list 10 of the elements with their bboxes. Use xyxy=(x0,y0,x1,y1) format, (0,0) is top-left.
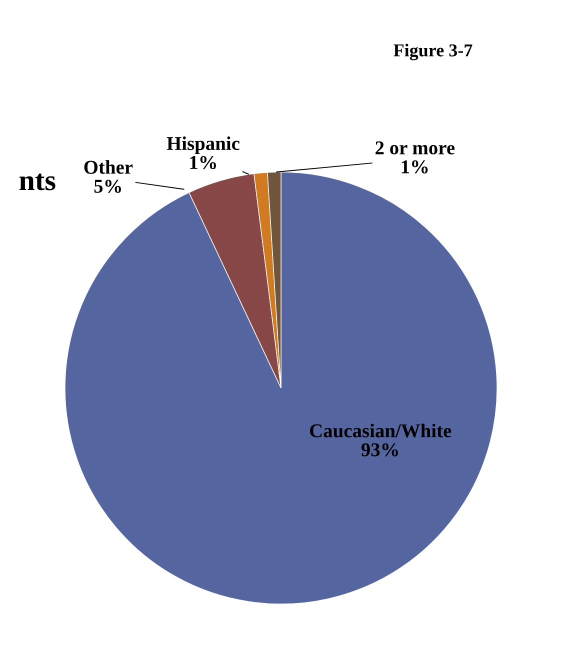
text: nts xyxy=(20,174,56,190)
slice-label: 2 or more xyxy=(376,141,455,154)
slice-label: Hispanic xyxy=(166,136,240,154)
slice-label: Caucasian/White xyxy=(310,424,452,438)
data-label: 5% xyxy=(94,180,121,193)
data-label: 1% xyxy=(190,156,216,170)
chart-title: Figure 3-7 xyxy=(394,44,472,60)
data-label: 93% xyxy=(361,443,398,456)
data-label: 1% xyxy=(402,160,428,174)
slice-label: Other xyxy=(84,160,133,174)
